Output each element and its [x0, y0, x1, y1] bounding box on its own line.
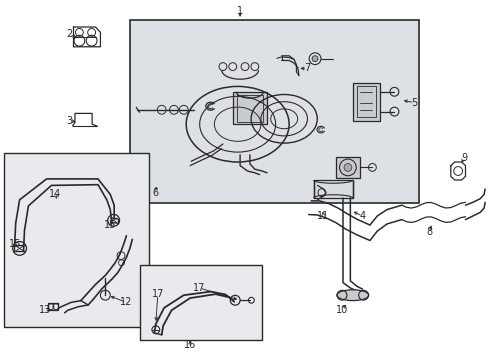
Ellipse shape — [337, 290, 369, 301]
Text: 17: 17 — [193, 283, 206, 293]
Bar — [4, 153, 149, 327]
Text: 9: 9 — [461, 153, 467, 163]
Text: 5: 5 — [412, 98, 417, 108]
Bar — [314, 180, 353, 198]
Text: 11: 11 — [318, 211, 330, 221]
Text: 13: 13 — [39, 305, 52, 315]
Text: 2: 2 — [67, 29, 73, 39]
Text: 16: 16 — [184, 340, 196, 350]
Text: 7: 7 — [304, 63, 310, 73]
Bar — [357, 86, 376, 117]
Text: 6: 6 — [152, 188, 158, 198]
Circle shape — [312, 56, 318, 62]
Text: 15: 15 — [8, 239, 21, 249]
Text: 17: 17 — [151, 289, 164, 300]
Text: 15: 15 — [104, 220, 117, 230]
Bar — [130, 20, 419, 203]
Text: 12: 12 — [120, 297, 133, 307]
Text: 8: 8 — [426, 227, 432, 237]
Bar — [233, 92, 267, 124]
Text: 10: 10 — [336, 305, 348, 315]
Text: 14: 14 — [49, 189, 62, 199]
Text: 1: 1 — [237, 6, 243, 16]
Text: 3: 3 — [67, 116, 73, 126]
Text: 4: 4 — [360, 211, 366, 221]
Bar — [140, 265, 262, 340]
Bar — [353, 83, 380, 121]
Circle shape — [344, 163, 352, 171]
Bar — [336, 157, 360, 178]
Bar — [237, 95, 263, 122]
